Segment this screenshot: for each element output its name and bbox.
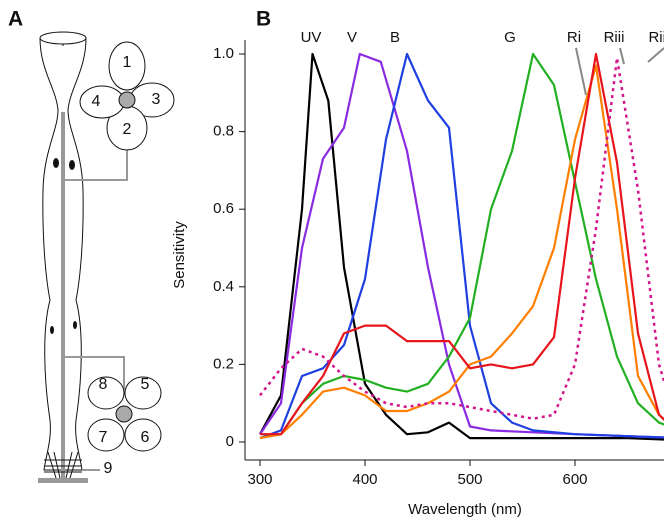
series-label: V — [347, 29, 357, 46]
part-number: 4 — [92, 93, 101, 110]
label-leader — [619, 47, 625, 65]
part-number: 8 — [99, 376, 108, 393]
part-number: 9 — [104, 460, 113, 477]
series-label-name: Rii — [648, 29, 664, 46]
leader-line — [63, 142, 128, 181]
series-label-name: B — [390, 29, 400, 46]
pigment — [53, 158, 59, 168]
cross-section-distal — [79, 41, 175, 151]
y-tick-label: 0.4 — [213, 278, 234, 295]
series-label-name: UV — [301, 29, 322, 46]
y-tick-label: 0.2 — [213, 355, 234, 372]
series-label: Ri — [567, 29, 581, 46]
axon-bundle — [44, 459, 82, 473]
part-number: 5 — [141, 376, 150, 393]
y-tick-label: 0.8 — [213, 123, 234, 140]
ommatidium-diagram: A — [8, 8, 175, 483]
x-tick-label: 400 — [352, 471, 377, 488]
y-tick-label: 0 — [226, 433, 234, 450]
label-leader — [575, 47, 587, 96]
axons — [47, 451, 79, 479]
series-label: G — [504, 29, 516, 46]
lens — [39, 31, 87, 45]
x-tick-label: 500 — [457, 471, 482, 488]
x-axis-label: Wavelength (nm) — [408, 501, 522, 518]
y-tick-label: 1.0 — [213, 45, 234, 62]
part-number: 3 — [152, 91, 161, 108]
series-label: Riia — [648, 27, 664, 46]
basement-membrane — [38, 478, 88, 483]
series-label-name: Riii — [604, 29, 625, 46]
series-label: UV — [301, 29, 322, 46]
leader-line — [63, 356, 125, 390]
part-number: 7 — [99, 429, 108, 446]
x-tick-label: 300 — [247, 471, 272, 488]
part-number: 6 — [141, 429, 150, 446]
series-line — [259, 52, 664, 440]
y-tick-label: 0.6 — [213, 200, 234, 217]
part-number: 1 — [123, 54, 132, 71]
series-label: B — [390, 29, 400, 46]
label-leader — [647, 47, 664, 63]
part-number: 2 — [123, 121, 132, 138]
y-axis-label: Sensitivity — [171, 221, 188, 289]
series-label-name: Ri — [567, 29, 581, 46]
series-line — [259, 64, 664, 440]
pigment — [50, 326, 54, 334]
series-line — [259, 52, 664, 440]
series-label-name: G — [504, 29, 516, 46]
panel-label: B — [256, 8, 271, 31]
series-label-name: V — [347, 29, 357, 46]
cross-section-proximal — [87, 376, 162, 452]
x-tick-label: 600 — [562, 471, 587, 488]
pigment — [73, 321, 77, 329]
series-label: Riii — [604, 29, 625, 46]
series-line — [259, 52, 664, 441]
panel-label: A — [8, 8, 23, 31]
pigment — [69, 160, 75, 170]
